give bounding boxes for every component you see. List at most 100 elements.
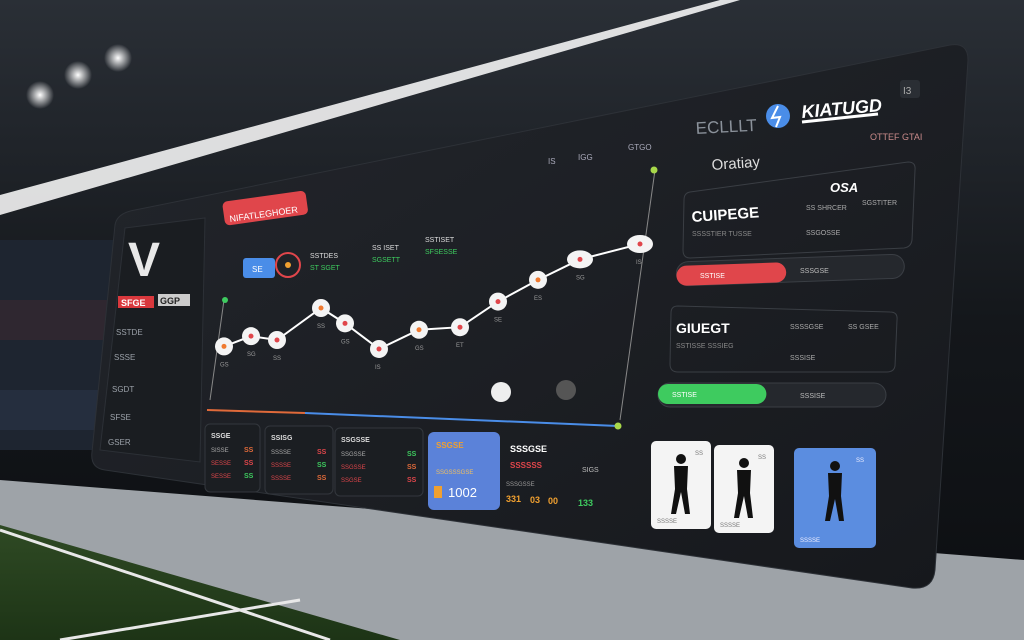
card-2-sub: SSTISSE SSSIEG [676, 343, 734, 350]
player-silhouette-icon [676, 454, 686, 464]
stat-table-cell: SSGSE [341, 478, 362, 484]
stat-label: SSTISET [425, 237, 455, 244]
player-card-label: SS [856, 458, 864, 464]
chart-point-label: SG [247, 352, 256, 358]
stat-value: SFSESSE [425, 249, 458, 256]
team-logo: V [128, 234, 160, 287]
stat-table-value: SS [317, 449, 327, 456]
summary-num: 00 [548, 496, 558, 506]
card-1-sub: SSSSTIER TUSSE [692, 231, 752, 238]
stat-table-cell: SSSSE [271, 476, 291, 482]
player-cards: SS SSSSE SS SSSSE SS SSSSE [651, 441, 876, 548]
left-row[interactable]: GSER [108, 438, 131, 447]
nav-item[interactable]: GTGO [628, 143, 652, 152]
chart-point-marker [535, 277, 541, 283]
stat-table-cell: SESSE [211, 461, 231, 467]
highlight-card[interactable] [428, 432, 500, 510]
card-1-title: CUIPEGE [691, 204, 760, 226]
header-tag[interactable] [222, 190, 309, 226]
nav-item[interactable]: IGG [578, 153, 593, 162]
summary-num: 331 [506, 494, 521, 504]
chart-point-label: ES [534, 296, 542, 302]
card-1[interactable] [682, 161, 916, 259]
stat-table-title: SSGSSE [341, 437, 370, 444]
stat-table-value: SS [317, 475, 327, 482]
stat-table-cell: SSGSSE [341, 465, 366, 471]
chart-point-label: ET [456, 343, 464, 349]
chart-point-marker [221, 343, 227, 349]
stat-table-cell: SSSSE [271, 450, 291, 456]
stat-table-cell: SISSE [211, 448, 229, 454]
menu-button[interactable] [900, 80, 920, 98]
stat-table-title: SSGE [211, 433, 231, 440]
summary-num: 03 [530, 495, 540, 505]
stat-table-value: SS [407, 477, 417, 484]
line-chart: GS SG SS SS GS IS GS ET SE ES SG IS [206, 166, 658, 430]
chart-point-label: GS [415, 346, 424, 352]
card-2[interactable] [669, 305, 898, 373]
stat-table[interactable] [264, 425, 334, 495]
stat-table-value: SS [407, 464, 417, 471]
summary-num: 133 [578, 498, 593, 508]
player-card-name: SSSSE [720, 523, 740, 529]
stat-table-value: SS [317, 462, 327, 469]
grass [0, 525, 400, 640]
stat-table-value: SS [244, 473, 254, 480]
chart-point-label: GS [220, 362, 229, 368]
team-badge-red: SFGE [121, 298, 146, 308]
chart-point-marker [457, 324, 463, 330]
highlight-value: 1002 [448, 485, 477, 500]
summary-title: SSSGSE [510, 444, 547, 454]
left-row[interactable]: SSTDE [116, 328, 143, 337]
stat-label: SS ISET [372, 245, 400, 252]
progress-bar-1-label: SSTISE [700, 273, 725, 280]
chart-point-label: SE [494, 318, 502, 324]
card-2-title: GIUEGT [676, 320, 730, 336]
summary-scores: SSSSSS [510, 461, 543, 470]
player-card-label: SS [758, 455, 766, 461]
team-badge-white: GGP [160, 296, 180, 306]
chart-point-label: IS [375, 365, 381, 371]
chart-point-marker [274, 337, 280, 343]
chart-point-label: SG [576, 275, 585, 281]
header-sub: OTTEF GTAI [870, 132, 922, 142]
stat-table-cell: SSGSSE [341, 452, 366, 458]
summary-block: SSSGSE SSSSSS SIGS SSSGSSE 331 03 00 133 [506, 444, 599, 508]
left-row[interactable]: SSSE [114, 353, 135, 362]
chart-point-label: SS [273, 356, 281, 362]
progress-bar-2-fill [658, 384, 767, 404]
card-1-line: SS SHRCER [806, 205, 847, 212]
left-row[interactable]: SGDT [112, 385, 134, 394]
stats-button[interactable] [243, 258, 275, 278]
player-silhouette-icon [739, 458, 749, 468]
stat-label: SSTDES [310, 253, 338, 260]
chart-point-marker [248, 333, 254, 339]
left-row[interactable]: SFSE [110, 413, 131, 422]
stat-table[interactable] [334, 427, 424, 497]
right-panel-title: Oratiay [711, 154, 761, 174]
chart-point-marker [318, 305, 324, 311]
stat-table-value: SS [244, 460, 254, 467]
left-panel: V SFGE GGP SSTDE SSSE SGDT SFSE GSER [99, 217, 206, 463]
stat-value: SGSETT [372, 257, 401, 264]
pause-icon[interactable] [556, 380, 576, 400]
player-silhouette-icon [830, 461, 840, 471]
stat-table-value: SS [407, 451, 417, 458]
card-2-line: SS GSEE [848, 324, 879, 331]
chart-point-marker [495, 299, 501, 305]
chart-point-marker [342, 320, 348, 326]
nav-item[interactable]: IS [548, 157, 556, 166]
chart-point-label: SS [317, 324, 325, 330]
chart-point-label: GS [341, 339, 350, 345]
stat-table-cell: SSSSE [271, 463, 291, 469]
stat-table[interactable] [204, 423, 261, 493]
chart-point-marker [577, 256, 583, 262]
stat-table-title: SSISG [271, 435, 293, 442]
play-icon[interactable] [491, 382, 511, 402]
chart-point-label: IS [636, 260, 642, 266]
summary-side: SIGS [582, 467, 599, 474]
menu-button-label: I3 [903, 86, 912, 97]
card-1-code: OSA [830, 180, 858, 195]
